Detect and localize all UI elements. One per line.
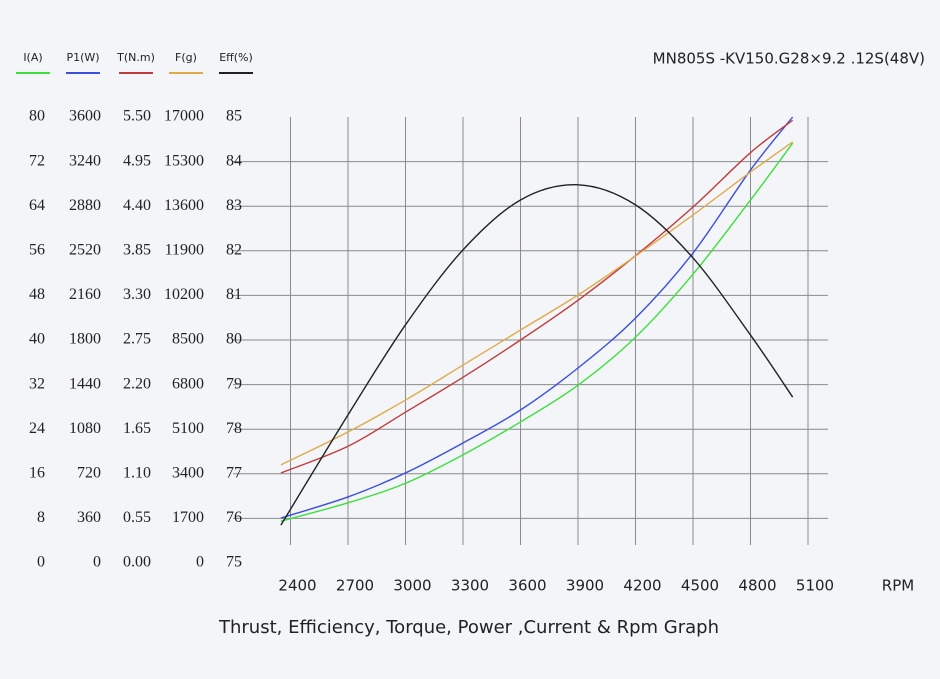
x-tick-label: 2400: [278, 577, 316, 595]
legend-label: F(g): [175, 51, 197, 64]
y-tick-label: 3.85: [123, 241, 151, 258]
y-tick-label: 32: [29, 375, 45, 392]
y-tick-label: 77: [226, 464, 242, 481]
y-tick-label: 2520: [69, 241, 101, 258]
y-tick-label: 8500: [172, 331, 204, 348]
legend-label: T(N.m): [116, 51, 155, 64]
y-tick-label: 13600: [164, 197, 204, 214]
series-line: [280, 184, 794, 526]
y-tick-label: 0.55: [123, 509, 151, 526]
y-tick-label: 0: [37, 554, 45, 571]
y-tick-label: 11900: [165, 241, 204, 258]
y-tick-label: 5100: [172, 420, 204, 437]
y-tick-label: 1.65: [123, 420, 151, 437]
x-tick-label: 3600: [508, 577, 546, 595]
y-tick-label: 720: [77, 464, 101, 481]
caption: Thrust, Efficiency, Torque, Power ,Curre…: [218, 617, 719, 638]
y-tick-label: 76: [226, 509, 242, 526]
y-tick-label: 17000: [164, 108, 204, 125]
x-tick-label: 5100: [796, 577, 834, 595]
y-tick-label: 78: [226, 420, 242, 437]
y-tick-label: 0: [93, 554, 101, 571]
chart-title: MN805S -KV150.G28×9.2 .12S(48V): [653, 50, 925, 68]
x-tick-label: 3900: [566, 577, 604, 595]
y-tick-label: 1700: [172, 509, 204, 526]
y-tick-label: 48: [29, 286, 45, 303]
series-line: [280, 141, 794, 466]
y-tick-label: 1440: [69, 375, 101, 392]
y-tick-label: 2880: [69, 197, 101, 214]
y-tick-label: 4.40: [123, 197, 151, 214]
series-line: [280, 142, 794, 522]
y-tick-label: 10200: [164, 286, 204, 303]
y-tick-label: 8: [37, 509, 45, 526]
legend-label: P1(W): [66, 51, 99, 64]
y-tick-label: 0.00: [123, 554, 151, 571]
y-tick-label: 79: [226, 375, 242, 392]
y-tick-label: 85: [226, 108, 242, 125]
y-tick-label: 360: [77, 509, 101, 526]
y-tick-label: 83: [226, 197, 242, 214]
y-tick-label: 2.75: [123, 331, 151, 348]
y-tick-label: 81: [226, 286, 242, 303]
y-tick-label: 82: [226, 241, 242, 258]
y-tick-label: 72: [29, 152, 45, 169]
y-tick-label: 0: [196, 554, 204, 571]
y-tick-label: 16: [29, 464, 45, 481]
x-tick-label: 4800: [738, 577, 776, 595]
y-tick-label: 3.30: [123, 286, 151, 303]
y-tick-label: 3240: [69, 152, 101, 169]
y-tick-label: 24: [29, 420, 45, 437]
y-tick-label: 40: [29, 331, 45, 348]
y-tick-label: 75: [226, 554, 242, 571]
x-tick-label: 3000: [393, 577, 431, 595]
y-tick-label: 3400: [172, 464, 204, 481]
y-tick-label: 56: [29, 241, 45, 258]
x-tick-label: 3300: [451, 577, 489, 595]
y-tick-label: 1080: [69, 420, 101, 437]
y-tick-label: 5.50: [123, 108, 151, 125]
y-tick-label: 1800: [69, 331, 101, 348]
y-tick-label: 84: [226, 152, 242, 169]
y-tick-label: 15300: [164, 152, 204, 169]
y-tick-label: 2160: [69, 286, 101, 303]
x-tick-label: 4200: [623, 577, 661, 595]
y-tick-label: 2.20: [123, 375, 151, 392]
series-line: [280, 119, 794, 474]
y-tick-label: 80: [226, 331, 242, 348]
y-tick-label: 1.10: [123, 464, 151, 481]
y-tick-label: 64: [29, 197, 45, 214]
x-tick-label: 2700: [336, 577, 374, 595]
series-line: [280, 116, 794, 519]
y-tick-label: 4.95: [123, 152, 151, 169]
x-axis-label: RPM: [882, 577, 914, 595]
x-tick-label: 4500: [681, 577, 719, 595]
y-tick-label: 3600: [69, 108, 101, 125]
y-tick-label: 6800: [172, 375, 204, 392]
y-tick-label: 80: [29, 108, 45, 125]
legend-label: Eff(%): [219, 51, 253, 64]
legend-label: I(A): [23, 51, 42, 64]
